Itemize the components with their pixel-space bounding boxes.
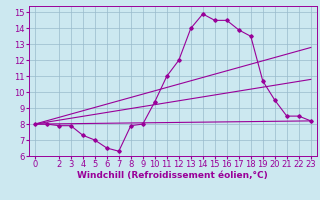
X-axis label: Windchill (Refroidissement éolien,°C): Windchill (Refroidissement éolien,°C)	[77, 171, 268, 180]
